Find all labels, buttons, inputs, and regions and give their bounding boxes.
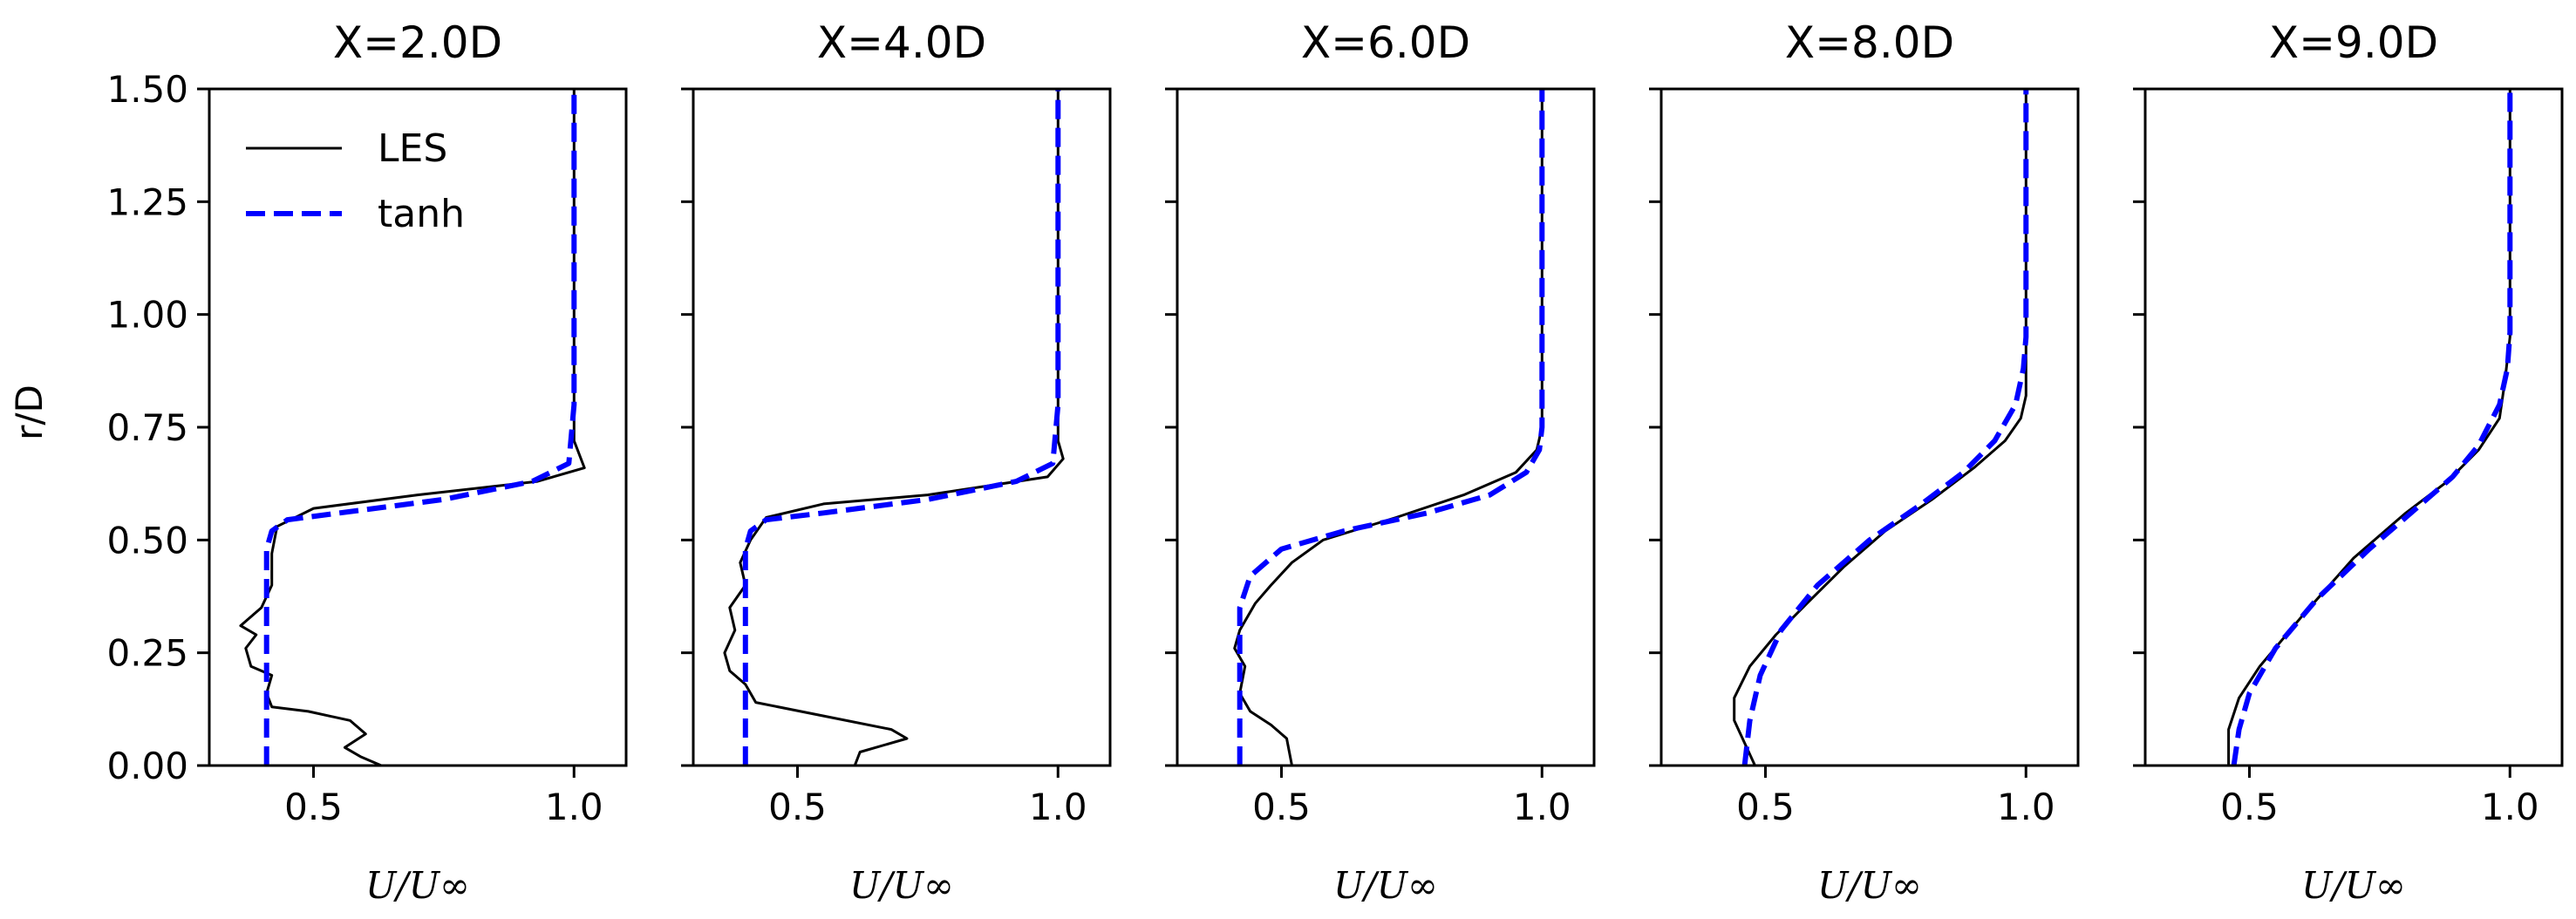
panel-title: X=8.0D bbox=[1785, 17, 1954, 68]
y-tick-label: 1.25 bbox=[106, 180, 188, 223]
series-line-les bbox=[239, 89, 586, 766]
x-tick-label: 1.0 bbox=[1029, 786, 1087, 828]
x-tick-label: 1.0 bbox=[1513, 786, 1571, 828]
y-tick-label: 0.25 bbox=[106, 632, 188, 675]
series-line-les bbox=[1233, 89, 1544, 766]
legend-label-les: LES bbox=[378, 126, 447, 171]
y-tick-label: 1.00 bbox=[106, 294, 188, 337]
series-line-les bbox=[723, 89, 1065, 766]
axes-frame bbox=[208, 87, 628, 767]
y-tick-label: 1.50 bbox=[106, 68, 188, 111]
series-line-tanh bbox=[742, 89, 1061, 766]
legend: LES tanh bbox=[246, 126, 465, 236]
panel-4: X=8.0D 0.5 1.0 U/U∞ bbox=[1649, 17, 2080, 907]
series-line-tanh bbox=[263, 89, 577, 766]
x-tick-label: 0.5 bbox=[768, 786, 827, 828]
panel-title: X=9.0D bbox=[2269, 17, 2438, 68]
x-axis-label: U/U∞ bbox=[849, 864, 954, 907]
series-line-les bbox=[1733, 89, 2027, 766]
x-tick-label: 0.5 bbox=[284, 786, 343, 828]
x-axis-label: U/U∞ bbox=[1333, 864, 1438, 907]
panel-title: X=2.0D bbox=[333, 17, 502, 68]
panel-5: X=9.0D 0.5 1.0 U/U∞ bbox=[2133, 17, 2564, 907]
x-tick-label: 1.0 bbox=[545, 786, 603, 828]
series-line-les bbox=[2227, 89, 2511, 766]
x-tick-label: 0.5 bbox=[1736, 786, 1795, 828]
legend-label-tanh: tanh bbox=[378, 192, 465, 236]
x-tick-label: 0.5 bbox=[1252, 786, 1311, 828]
panel-title: X=6.0D bbox=[1301, 17, 1470, 68]
panel-title: X=4.0D bbox=[817, 17, 986, 68]
x-tick-label: 1.0 bbox=[1997, 786, 2055, 828]
x-tick-label: 0.5 bbox=[2220, 786, 2279, 828]
x-axis-label: U/U∞ bbox=[2301, 864, 2406, 907]
series-line-tanh bbox=[1237, 89, 1545, 766]
x-tick-label: 1.0 bbox=[2481, 786, 2539, 828]
x-axis-label: U/U∞ bbox=[1817, 864, 1922, 907]
y-tick-label: 0.75 bbox=[106, 406, 188, 449]
panel-3: X=6.0D 0.5 1.0 U/U∞ bbox=[1165, 17, 1596, 907]
axes-frame bbox=[2143, 87, 2564, 767]
y-axis-label: r/D bbox=[8, 385, 51, 440]
y-tick-label: 0.00 bbox=[106, 745, 188, 787]
x-axis-label: U/U∞ bbox=[365, 864, 470, 907]
y-tick-label: 0.50 bbox=[106, 519, 188, 562]
series-line-tanh bbox=[1741, 89, 2029, 766]
series-line-tanh bbox=[2231, 89, 2513, 766]
panel-2: X=4.0D 0.5 1.0 U/U∞ bbox=[681, 17, 1112, 907]
panel-1: X=2.0D 0.00 0.25 0.50 0.75 1.00 1.25 1.50 0.5 1.0… bbox=[106, 17, 628, 907]
axes-frame bbox=[692, 87, 1112, 767]
